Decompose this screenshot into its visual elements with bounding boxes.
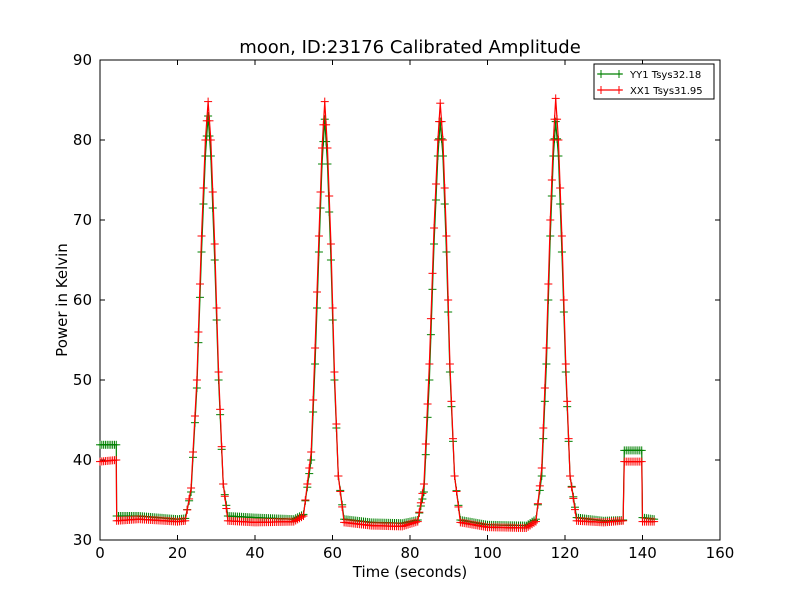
legend: YY1 Tsys32.18 XX1 Tsys31.95	[593, 63, 715, 100]
x-tick-label: 20	[168, 544, 187, 562]
legend-box	[593, 63, 715, 100]
x-tick-label: 0	[95, 544, 105, 562]
x-tick-label: 120	[551, 544, 580, 562]
x-tick-label: 40	[245, 544, 264, 562]
legend-label: YY1 Tsys32.18	[629, 70, 701, 81]
series-1	[96, 94, 659, 532]
series-markers-1	[96, 94, 659, 532]
y-tick-label: 40	[73, 451, 92, 469]
y-tick-label: 60	[73, 291, 92, 309]
y-axis-label: Power in Kelvin	[53, 243, 71, 357]
x-axis-label: Time (seconds)	[352, 563, 468, 581]
x-tick-label: 100	[473, 544, 502, 562]
series-0	[96, 112, 659, 530]
legend-label: XX1 Tsys31.95	[630, 86, 703, 97]
y-tick-label: 50	[73, 371, 92, 389]
x-tick-label: 60	[323, 544, 342, 562]
series-markers-0	[96, 112, 659, 530]
series-layer	[96, 94, 659, 532]
x-tick-label: 80	[400, 544, 419, 562]
series-line-1	[99, 98, 655, 529]
ticks-layer: 0 20 40 60 80 100 120 140 160 30 40 50 60 70 80 90	[73, 51, 734, 562]
series-line-0	[100, 115, 655, 527]
y-tick-label: 70	[73, 211, 92, 229]
chart-title: moon, ID:23176 Calibrated Amplitude	[239, 37, 581, 58]
y-tick-label: 80	[73, 131, 92, 149]
x-tick-label: 160	[706, 544, 735, 562]
y-tick-label: 30	[73, 531, 92, 549]
y-tick-label: 90	[73, 51, 92, 69]
x-tick-label: 140	[628, 544, 657, 562]
